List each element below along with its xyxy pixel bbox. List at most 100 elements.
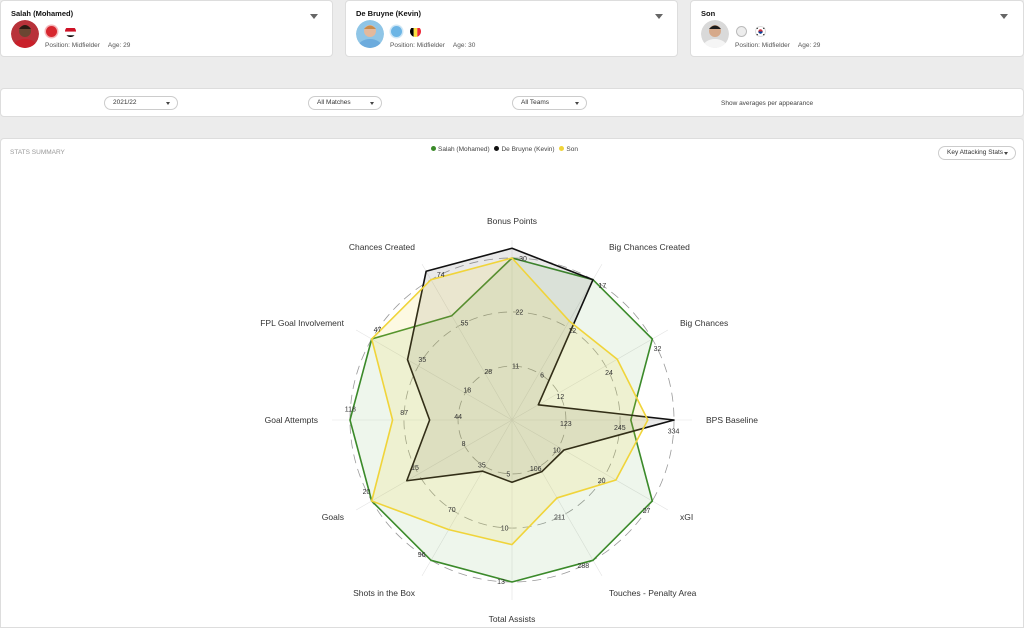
ring-tick-label: 211: [554, 515, 565, 522]
averages-toggle[interactable]: Show averages per appearance: [721, 100, 814, 107]
chevron-down-icon: [370, 102, 374, 105]
chevron-down-icon: [575, 102, 579, 105]
chevron-down-icon: [166, 102, 170, 105]
ring-tick-label: 10: [501, 525, 509, 532]
ring-tick-label: 118: [345, 406, 356, 413]
season-select-value: 2021/22: [113, 99, 137, 106]
player-avatar: [701, 20, 729, 48]
player-position: Position: Midfielder: [45, 42, 100, 49]
axis-label: Goal Attempts: [265, 415, 318, 425]
ring-tick-label: 47: [374, 327, 382, 334]
ring-tick-label: 74: [437, 272, 445, 279]
player-card-1: Salah (Mohamed) Position: Midfielder Age:…: [0, 0, 333, 57]
ring-tick-label: 106: [530, 466, 542, 473]
legend-label: Salah (Mohamed): [438, 146, 490, 153]
stat-set-select[interactable]: Key Attacking Stats: [938, 146, 1016, 160]
axis-label: BPS Baseline: [706, 415, 758, 425]
ring-tick-label: 27: [643, 508, 651, 515]
ring-tick-label: 11: [512, 364, 519, 371]
stats-summary-label: STATS SUMMARY: [10, 149, 65, 156]
teams-select-value: All Teams: [521, 99, 550, 106]
ring-tick-label: 24: [605, 370, 613, 377]
player-position: Position: Midfielder: [390, 42, 445, 49]
player-dropdown-chevron-icon[interactable]: [1000, 14, 1008, 19]
club-badge-icon: [46, 26, 57, 37]
player-name: De Bruyne (Kevin): [356, 9, 422, 18]
ring-tick-label: 334: [668, 429, 680, 436]
axis-label: Total Assists: [489, 614, 536, 624]
player-age: Age: 29: [107, 42, 131, 49]
axis-label: xGI: [680, 512, 693, 522]
legend-dot-icon: [494, 146, 500, 151]
player-dropdown-chevron-icon[interactable]: [655, 14, 663, 19]
player-avatar: [11, 20, 39, 48]
chart-legend: Salah (Mohamed) De Bruyne (Kevin) Son: [431, 146, 578, 153]
ring-tick-label: 288: [577, 563, 589, 570]
ring-tick-label: 32: [654, 346, 662, 353]
matches-select-value: All Matches: [317, 99, 351, 106]
ring-tick-label: 28: [484, 369, 492, 376]
player-avatar: [356, 20, 384, 48]
player-name: Salah (Mohamed): [11, 9, 74, 18]
teams-select[interactable]: All Teams: [512, 96, 587, 110]
ring-tick-label: 35: [478, 462, 486, 469]
chevron-down-icon: [1004, 152, 1008, 155]
axis-label: Chances Created: [349, 242, 415, 252]
player-card-2: De Bruyne (Kevin) Position: Midfielder Ag…: [345, 0, 678, 57]
axis-label: FPL Goal Involvement: [260, 318, 344, 328]
grid-spoke: [511, 263, 603, 421]
egypt-flag-icon: [65, 26, 76, 37]
belgium-flag-icon: [410, 26, 421, 37]
matches-select[interactable]: All Matches: [308, 96, 382, 110]
legend-dot-icon: [431, 146, 436, 151]
ring-tick-label: 18: [463, 387, 471, 394]
axis-label: Goals: [322, 512, 344, 522]
grid-spoke: [355, 419, 513, 511]
player-age: Age: 29: [797, 42, 821, 49]
player-position: Position: Midfielder: [735, 42, 790, 49]
season-select[interactable]: 2021/22: [104, 96, 178, 110]
series-polygon-debruyne[interactable]: [405, 247, 675, 484]
ring-tick-label: 12: [557, 394, 565, 401]
ring-tick-label: 10: [553, 448, 561, 455]
ring-tick-label: 13: [497, 579, 505, 586]
ring-tick-label: 5: [506, 471, 510, 478]
stat-set-value: Key Attacking Stats: [947, 149, 1004, 156]
legend-item-debruyne[interactable]: De Bruyne (Kevin): [494, 146, 555, 153]
legend-item-son[interactable]: Son: [559, 146, 578, 153]
ring-tick-label: 245: [614, 425, 626, 432]
korea-flag-icon: [755, 26, 766, 37]
ring-tick-label: 44: [454, 414, 462, 421]
axis-label: Big Chances Created: [609, 242, 690, 252]
ring-tick-label: 55: [461, 320, 469, 327]
ring-tick-label: 20: [363, 489, 371, 496]
ring-tick-label: 35: [418, 357, 426, 364]
ring-tick-label: 17: [598, 283, 606, 290]
ring-tick-label: 12: [568, 328, 576, 335]
legend-dot-icon: [559, 146, 565, 151]
club-badge-icon: [391, 26, 402, 37]
ring-tick-label: 15: [411, 465, 419, 472]
ring-tick-label: 6: [540, 373, 544, 380]
club-badge-icon: [736, 26, 747, 37]
legend-item-salah[interactable]: Salah (Mohamed): [431, 146, 490, 153]
player-dropdown-chevron-icon[interactable]: [310, 14, 318, 19]
series-polygon-son[interactable]: [370, 257, 649, 546]
player-card-3: Son Position: Midfielder Age: 29: [690, 0, 1024, 57]
player-age: Age: 30: [452, 42, 476, 49]
grid-spoke: [421, 419, 513, 577]
grid-spoke: [511, 419, 669, 511]
axis-label: Shots in the Box: [353, 588, 416, 598]
axis-label: Big Chances: [680, 318, 728, 328]
ring-tick-label: 30: [519, 256, 527, 263]
grid-spoke: [421, 263, 513, 421]
ring-tick-label: 87: [400, 410, 408, 417]
grid-spoke: [355, 329, 513, 421]
ring-tick-label: 96: [418, 552, 426, 559]
axis-label: Touches - Penalty Area: [609, 588, 697, 598]
ring-tick-label: 70: [448, 507, 456, 514]
ring-tick-label: 22: [515, 310, 523, 317]
ring-tick-label: 123: [560, 421, 572, 428]
axis-label: Bonus Points: [487, 216, 537, 226]
